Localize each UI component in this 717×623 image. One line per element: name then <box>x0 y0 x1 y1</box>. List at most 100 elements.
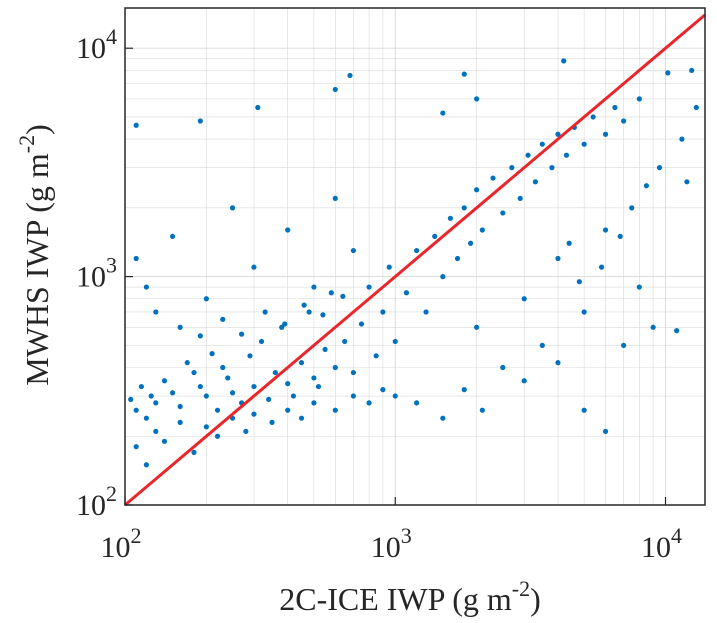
scatter-point <box>479 227 485 233</box>
scatter-point <box>322 346 328 353</box>
scatter-point <box>262 309 268 315</box>
scatter-point <box>590 114 596 120</box>
scatter-point <box>203 424 209 430</box>
scatter-point <box>177 324 183 330</box>
scatter-point <box>311 284 317 290</box>
scatter-point <box>148 393 154 399</box>
scatter-point <box>243 428 249 435</box>
scatter-point <box>576 279 582 285</box>
scatter-point <box>474 324 480 330</box>
scatter-point <box>298 415 305 421</box>
scatter-point <box>143 284 149 290</box>
scatter-point <box>643 183 650 189</box>
scatter-point <box>315 383 322 390</box>
scatter-point <box>347 72 353 79</box>
scatter-point <box>197 383 203 390</box>
scatter-point <box>621 342 627 348</box>
scatter-point <box>461 71 467 77</box>
y-tick-label: 104 <box>76 24 117 65</box>
scatter-point <box>320 312 326 318</box>
scatter-point <box>555 131 561 137</box>
scatter-point <box>674 328 680 334</box>
scatter-point <box>153 428 159 435</box>
scatter-point <box>247 353 253 359</box>
scatter-point <box>689 67 695 73</box>
scatter-point <box>177 403 183 410</box>
scatter-point <box>440 110 446 116</box>
scatter-point <box>454 255 461 262</box>
scatter-point <box>209 351 215 357</box>
x-tick-label: 103 <box>371 523 412 564</box>
scatter-point <box>474 187 480 193</box>
scatter-point <box>214 433 221 439</box>
scatter-point <box>251 264 257 270</box>
scatter-point <box>521 296 527 302</box>
scatter-point <box>269 419 275 425</box>
scatter-point <box>342 338 348 345</box>
scatter-point <box>350 393 356 399</box>
scatter-point <box>340 293 346 299</box>
scatter-point <box>392 338 398 345</box>
scatter-point <box>693 104 699 111</box>
scatter-point <box>479 407 485 413</box>
scatter-point <box>684 179 690 185</box>
scatter-point <box>169 233 176 239</box>
scatter-point <box>128 396 134 402</box>
scatter-point <box>328 290 334 296</box>
scatter-points <box>128 58 699 468</box>
scatter-point <box>332 195 338 202</box>
scatter-point <box>229 205 236 211</box>
x-axis-ticks: 102 103 104 <box>101 497 682 564</box>
scatter-point <box>581 309 587 315</box>
scatter-point <box>629 205 635 211</box>
x-axis-label-main: 2C-ICE IWP (g m <box>279 581 512 617</box>
scatter-point <box>414 400 420 406</box>
scatter-point <box>636 96 642 102</box>
scatter-point <box>258 338 265 345</box>
scatter-point <box>177 419 183 425</box>
y-tick-label: 103 <box>76 253 117 294</box>
y-tick-label: 102 <box>76 481 117 522</box>
scatter-point <box>238 331 245 337</box>
y-axis-label-sup: -2 <box>14 135 39 153</box>
scatter-point <box>225 375 231 381</box>
scatter-point <box>423 309 429 315</box>
scatter-point <box>656 165 663 171</box>
scatter-point <box>490 175 496 181</box>
scatter-point <box>301 302 307 308</box>
scatter-point <box>133 255 139 262</box>
scatter-point <box>440 274 446 280</box>
scatter-point <box>266 396 272 402</box>
x-axis-label-tail: ) <box>530 581 541 617</box>
scatter-point <box>602 428 609 435</box>
scatter-point <box>169 390 176 396</box>
scatter-point <box>358 321 365 327</box>
scatter-point <box>440 415 446 421</box>
scatter-point <box>461 387 467 393</box>
scatter-point <box>133 444 139 450</box>
scatter-point <box>191 369 197 376</box>
scatter-point <box>521 378 527 384</box>
scatter-point <box>386 264 392 270</box>
scatter-point <box>298 360 305 366</box>
scatter-point <box>251 411 257 417</box>
scatter-point <box>133 407 139 413</box>
scatter-point <box>350 247 356 254</box>
scatter-point <box>549 165 555 171</box>
scatter-point <box>161 378 168 384</box>
scatter-point <box>539 342 545 348</box>
scatter-point <box>665 70 671 76</box>
scatter-point <box>563 152 570 158</box>
scatter-point <box>272 369 278 376</box>
scatter-point <box>380 309 386 315</box>
scatter-point <box>220 316 226 322</box>
scatter-point <box>403 290 410 296</box>
identity-line <box>124 13 706 507</box>
scatter-point <box>197 118 203 124</box>
scatter-point <box>332 364 338 371</box>
scatter-point <box>474 96 480 102</box>
scatter-point <box>539 141 545 147</box>
scatter-point <box>153 309 159 315</box>
x-axis-label-sup: -2 <box>512 576 530 601</box>
